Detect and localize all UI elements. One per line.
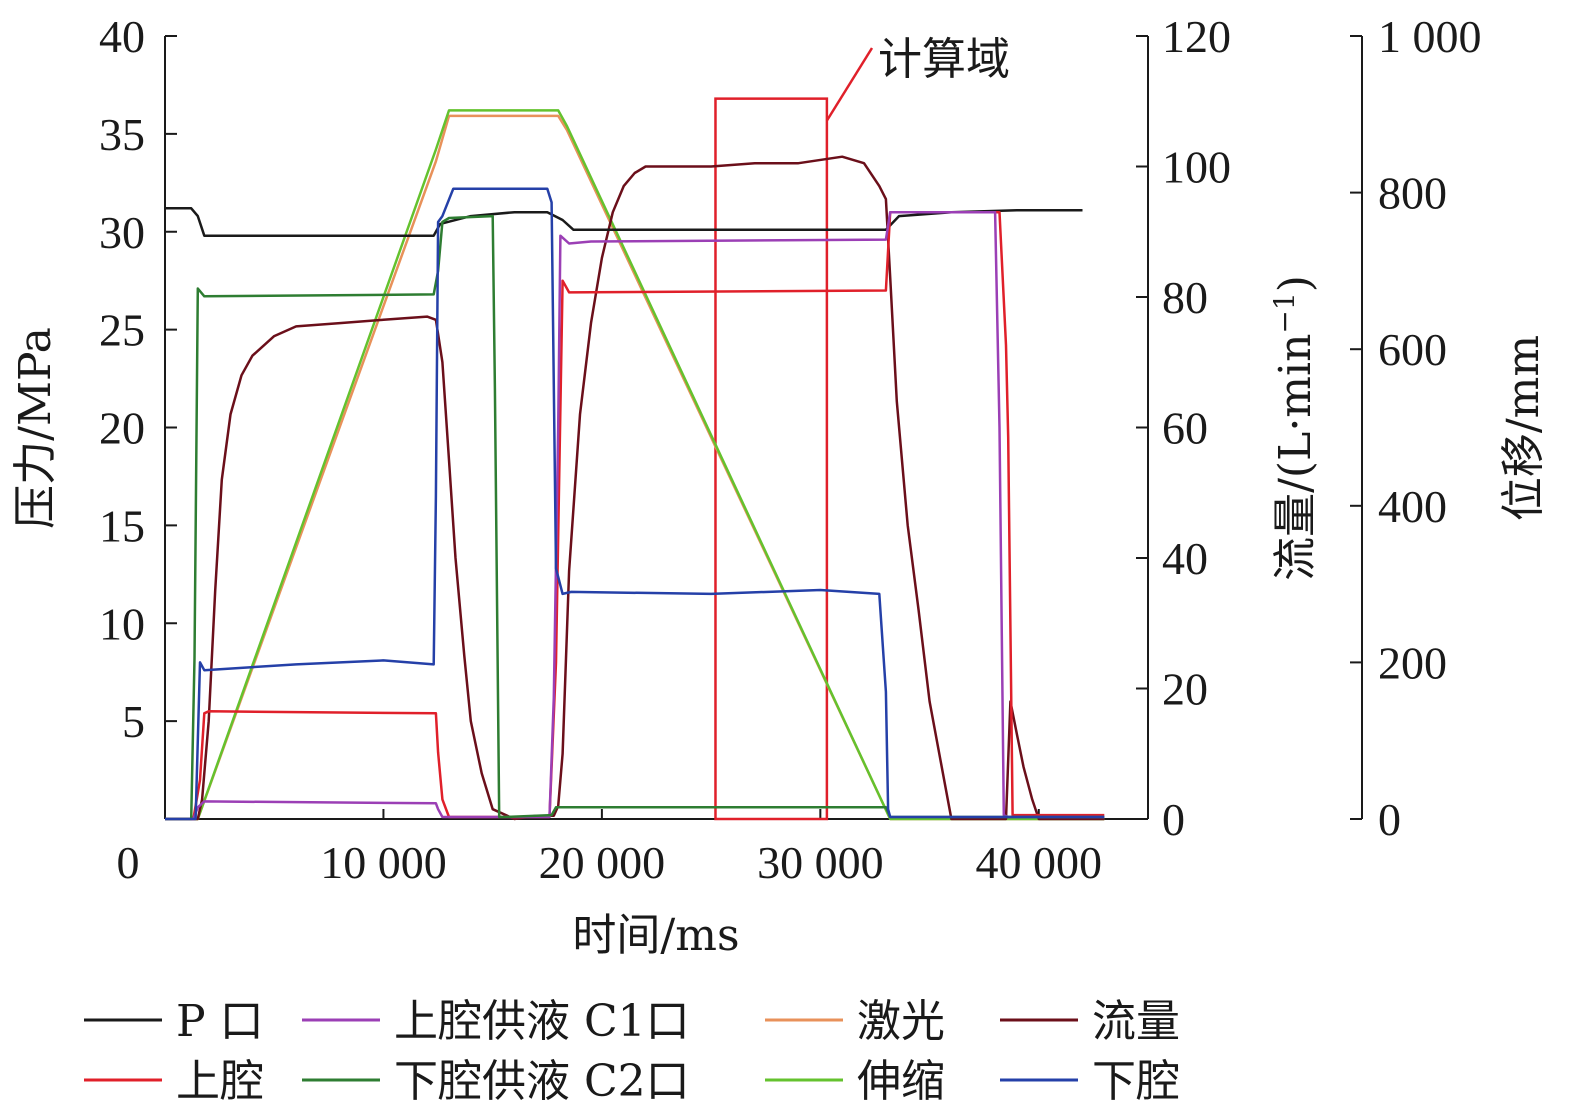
annotation-group: 计算域	[714, 34, 1010, 821]
legend-label: P 口	[176, 996, 264, 1047]
y2-tick-label: 0	[1162, 794, 1185, 845]
series-line	[165, 114, 1105, 821]
series-line	[165, 207, 1083, 237]
y3-tick-label: 400	[1378, 481, 1447, 532]
compute-domain-label: 计算域	[878, 34, 1010, 85]
y-tick-label: 10	[99, 598, 145, 649]
compute-domain-leader	[825, 47, 874, 122]
y-tick-label: 20	[99, 403, 145, 454]
y2-tick-label: 40	[1162, 533, 1208, 584]
y3-tick-label: 800	[1378, 168, 1447, 219]
compute-domain-box	[714, 97, 829, 821]
legend-label: 上腔供液 C1口	[394, 996, 690, 1047]
y-tick-label: 40	[99, 11, 145, 62]
y2-tick-label: 60	[1162, 403, 1208, 454]
y2-tick-label: 120	[1162, 11, 1231, 62]
y3-tick-label: 1 000	[1378, 11, 1482, 62]
legend-label: 伸缩	[857, 1056, 945, 1107]
y-tick-label: 5	[122, 696, 145, 747]
series-line	[165, 210, 1105, 821]
flow-title-sup: −1	[1268, 292, 1301, 333]
x-tick-label: 10 000	[320, 837, 447, 888]
x-tick-label: 40 000	[976, 837, 1103, 888]
series-line	[165, 187, 1105, 821]
y-axis-title-pressure: 压力/MPa	[10, 327, 61, 529]
x-tick-label: 20 000	[539, 837, 666, 888]
legend-label: 下腔	[1092, 1056, 1180, 1107]
y3-tick-label: 0	[1378, 794, 1401, 845]
y-tick-label: 25	[99, 305, 145, 356]
y3-tick-label: 200	[1378, 637, 1447, 688]
flow-title-main: 流量/(L·min	[1270, 334, 1321, 581]
y-tick-label: 30	[99, 207, 145, 258]
y-tick-label: 15	[99, 500, 145, 551]
series-line	[165, 155, 1105, 821]
legend-label: 下腔供液 C2口	[394, 1056, 690, 1107]
flow-title-close: )	[1270, 275, 1321, 292]
x-tick-label: 0	[117, 837, 140, 888]
x-tick-label: 30 000	[757, 837, 884, 888]
legend-label: 激光	[857, 996, 945, 1047]
ticks-group: 0 10 000 20 000 30 000 40 000 5 10 15 20 25 30 35 40…	[99, 11, 1482, 888]
y-axis-title-flow: 流量/(L·min−1)	[1268, 275, 1322, 581]
series-line	[165, 214, 1105, 821]
y2-tick-label: 20	[1162, 664, 1208, 715]
y3-tick-label: 600	[1378, 324, 1447, 375]
series-line	[165, 109, 1105, 821]
y2-tick-label: 100	[1162, 142, 1231, 193]
y2-tick-label: 80	[1162, 272, 1208, 323]
y-axis-title-displacement: 位移/mm	[1498, 335, 1549, 521]
legend-label: 流量	[1092, 996, 1180, 1047]
series-group	[165, 109, 1105, 821]
y-tick-label: 35	[99, 109, 145, 160]
legend-label: 上腔	[176, 1056, 264, 1107]
x-axis-title: 时间/ms	[572, 910, 739, 961]
